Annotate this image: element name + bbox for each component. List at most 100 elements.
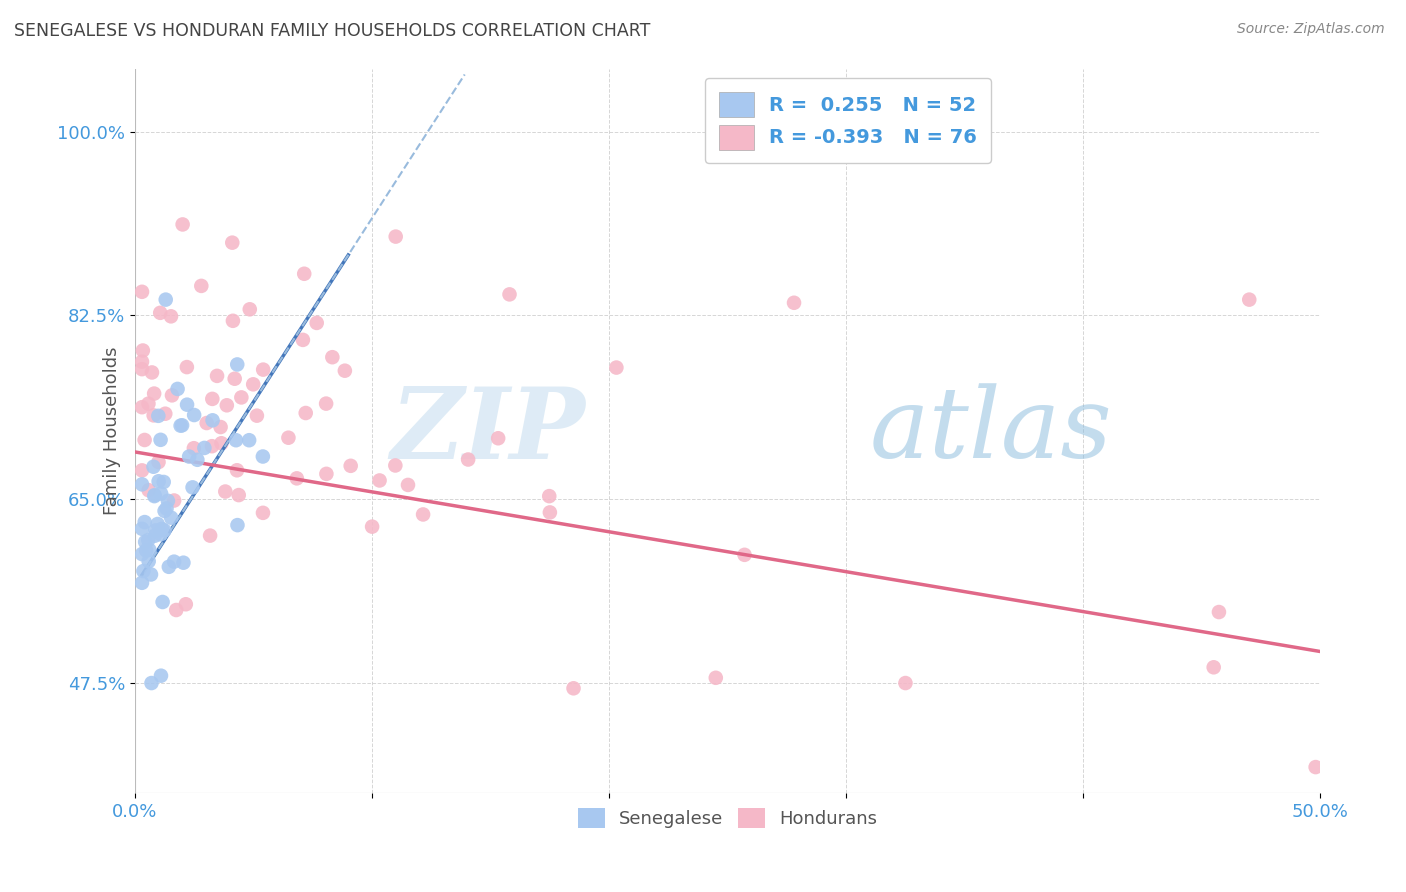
Point xyxy=(134,433,156,447)
Point xyxy=(704,671,727,685)
Point xyxy=(132,564,155,578)
Point xyxy=(193,441,215,455)
Point xyxy=(186,452,208,467)
Point xyxy=(155,501,177,516)
Point xyxy=(242,377,264,392)
Point xyxy=(176,360,198,375)
Point xyxy=(239,302,262,317)
Point xyxy=(783,295,806,310)
Point xyxy=(224,372,246,386)
Point xyxy=(209,420,232,434)
Point xyxy=(160,388,183,402)
Point xyxy=(138,543,160,558)
Point xyxy=(252,506,274,520)
Point xyxy=(201,439,224,453)
Point xyxy=(152,475,174,489)
Point xyxy=(292,267,315,281)
Point xyxy=(562,681,585,696)
Point xyxy=(138,483,160,498)
Point xyxy=(226,358,249,372)
Point xyxy=(172,218,194,232)
Point xyxy=(277,431,299,445)
Point xyxy=(538,489,561,503)
Point xyxy=(1239,293,1261,307)
Point xyxy=(156,493,179,508)
Point xyxy=(160,310,183,324)
Point xyxy=(166,382,188,396)
Point xyxy=(181,480,204,494)
Point xyxy=(315,396,337,410)
Point xyxy=(149,527,172,541)
Point xyxy=(142,459,165,474)
Point xyxy=(384,458,406,473)
Point xyxy=(361,519,384,533)
Point xyxy=(201,392,224,406)
Point xyxy=(183,408,205,422)
Point xyxy=(174,597,197,611)
Point xyxy=(131,362,153,376)
Point xyxy=(396,478,419,492)
Point xyxy=(1305,760,1327,774)
Point xyxy=(131,522,153,536)
Point xyxy=(145,524,167,538)
Point xyxy=(291,333,314,347)
Point xyxy=(157,559,180,574)
Point xyxy=(176,398,198,412)
Point xyxy=(209,436,232,450)
Point xyxy=(155,407,177,421)
Point xyxy=(498,287,520,301)
Point xyxy=(205,368,228,383)
Y-axis label: Family Households: Family Households xyxy=(103,347,121,516)
Point xyxy=(150,522,173,536)
Point xyxy=(384,229,406,244)
Point xyxy=(131,355,153,369)
Point xyxy=(321,350,343,364)
Point xyxy=(160,510,183,524)
Point xyxy=(238,434,260,448)
Point xyxy=(143,488,166,502)
Point xyxy=(135,543,157,558)
Point xyxy=(131,477,153,491)
Point xyxy=(163,493,186,508)
Point xyxy=(1208,605,1230,619)
Point xyxy=(150,486,173,500)
Text: Source: ZipAtlas.com: Source: ZipAtlas.com xyxy=(1237,22,1385,37)
Point xyxy=(538,505,561,519)
Point xyxy=(131,400,153,414)
Point xyxy=(165,603,187,617)
Point xyxy=(457,452,479,467)
Point xyxy=(315,467,337,481)
Point xyxy=(339,458,361,473)
Point xyxy=(138,554,160,568)
Point xyxy=(163,555,186,569)
Point xyxy=(152,595,174,609)
Point xyxy=(143,529,166,543)
Point xyxy=(252,450,274,464)
Point xyxy=(134,515,156,529)
Point xyxy=(246,409,269,423)
Text: ZIP: ZIP xyxy=(391,383,585,479)
Point xyxy=(368,474,391,488)
Point xyxy=(138,397,160,411)
Point xyxy=(198,528,221,542)
Point xyxy=(155,293,177,307)
Point xyxy=(149,306,172,320)
Point xyxy=(131,575,153,590)
Point xyxy=(148,475,170,489)
Point xyxy=(131,463,153,477)
Point xyxy=(231,391,253,405)
Point xyxy=(226,463,249,477)
Text: atlas: atlas xyxy=(870,384,1112,479)
Point xyxy=(294,406,316,420)
Point xyxy=(734,548,756,562)
Point xyxy=(148,455,170,469)
Point xyxy=(228,488,250,502)
Point xyxy=(153,504,176,518)
Point xyxy=(195,416,218,430)
Point xyxy=(486,431,509,445)
Point xyxy=(149,433,172,447)
Point xyxy=(305,316,328,330)
Point xyxy=(225,434,247,448)
Point xyxy=(214,484,236,499)
Point xyxy=(252,362,274,376)
